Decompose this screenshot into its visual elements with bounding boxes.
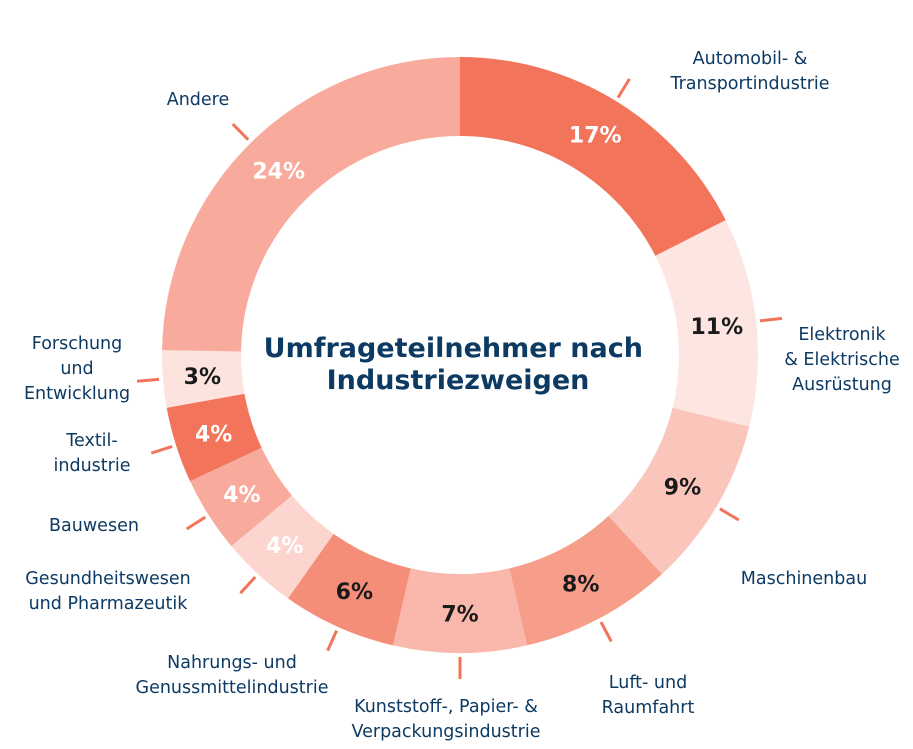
value-label-9: 4%	[195, 422, 232, 447]
leader-line-11	[231, 122, 250, 141]
slice-9	[166, 393, 262, 482]
category-label-line: Verpackungsindustrie	[352, 722, 541, 742]
slice-3	[608, 407, 750, 575]
value-label-4: 8%	[562, 573, 599, 598]
category-label-line: und	[60, 359, 93, 379]
value-labels-group: 17% 11% 9% 8% 7% 6% 4% 4% 4% 3% 24%	[184, 124, 744, 628]
category-label-line: & Elektrische	[784, 350, 900, 370]
slice-8	[190, 447, 292, 547]
value-label-7: 4%	[266, 534, 303, 559]
value-label-5: 7%	[441, 603, 478, 628]
category-label-line: Raumfahrt	[602, 698, 695, 718]
leader-line-7	[239, 575, 257, 595]
leader-line-4	[599, 621, 613, 643]
slice-4	[509, 515, 663, 646]
leader-line-9	[150, 445, 173, 455]
leader-line-1	[616, 78, 631, 99]
slice-7	[231, 495, 334, 599]
slice-2	[655, 220, 758, 427]
category-label-line: industrie	[54, 456, 131, 476]
category-label-3: Maschinenbau	[741, 569, 867, 589]
chart-title-line-1: Umfrageteilnehmer nach	[264, 333, 643, 364]
category-label-8: Bauwesen	[49, 516, 139, 536]
slice-1	[460, 57, 726, 256]
category-label-line: Gesundheitswesen	[25, 569, 191, 589]
category-label-6: Nahrungs- und Genussmittelindustrie	[136, 653, 329, 698]
slice-5	[393, 568, 527, 653]
category-label-line: Textil-	[65, 431, 117, 451]
value-label-10: 3%	[184, 365, 221, 390]
category-label-line: Maschinenbau	[741, 569, 867, 589]
slice-11	[162, 57, 461, 352]
category-label-line: Nahrungs- und	[167, 653, 297, 673]
category-label-11: Andere	[167, 90, 230, 110]
category-label-line: Entwicklung	[24, 384, 130, 404]
chart-title-line-2: Industriezweigen	[327, 365, 590, 396]
category-label-line: Luft- und	[609, 673, 687, 693]
leader-line-8	[185, 515, 207, 531]
leader-line-3	[719, 507, 740, 522]
category-label-line: Elektronik	[798, 325, 886, 345]
category-label-7: Gesundheitswesen und Pharmazeutik	[25, 569, 191, 614]
category-label-10: Forschung und Entwicklung	[24, 334, 130, 404]
leader-line-6	[326, 630, 338, 652]
slice-10	[162, 350, 245, 408]
category-label-line: Bauwesen	[49, 516, 139, 536]
category-label-1: Automobil- & Transportindustrie	[669, 49, 829, 94]
category-label-line: Genussmittelindustrie	[136, 678, 329, 698]
value-label-8: 4%	[223, 483, 260, 508]
chart-title: Umfrageteilnehmer nach Industriezweigen	[264, 333, 653, 396]
value-label-11: 24%	[252, 160, 305, 185]
value-label-3: 9%	[664, 476, 701, 501]
category-label-line: Ausrüstung	[792, 375, 892, 395]
category-label-9: Textil-industrie	[54, 431, 131, 476]
category-label-2: Elektronik & Elektrische Ausrüstung	[784, 325, 900, 395]
value-label-2: 11%	[691, 315, 744, 340]
slice-6	[287, 533, 411, 646]
category-label-4: Luft- und Raumfahrt	[602, 673, 695, 718]
leader-line-2	[759, 316, 783, 323]
leader-line-10	[136, 377, 160, 383]
category-label-line: Forschung	[32, 334, 122, 354]
value-label-6: 6%	[336, 580, 373, 605]
category-label-line: Andere	[167, 90, 230, 110]
category-label-5: Kunststoff-, Papier- & Verpackungsindustr…	[352, 697, 541, 742]
category-label-line: Transportindustrie	[669, 74, 829, 94]
category-label-line: Kunststoff-, Papier- &	[354, 697, 538, 717]
value-label-1: 17%	[569, 124, 622, 149]
leader-lines-group	[136, 78, 783, 679]
slices-group	[162, 57, 758, 653]
category-label-line: und Pharmazeutik	[29, 594, 189, 614]
category-label-line: Automobil- &	[693, 49, 808, 69]
category-labels-group: Automobil- & Transportindustrie Elektronik…	[24, 49, 900, 742]
